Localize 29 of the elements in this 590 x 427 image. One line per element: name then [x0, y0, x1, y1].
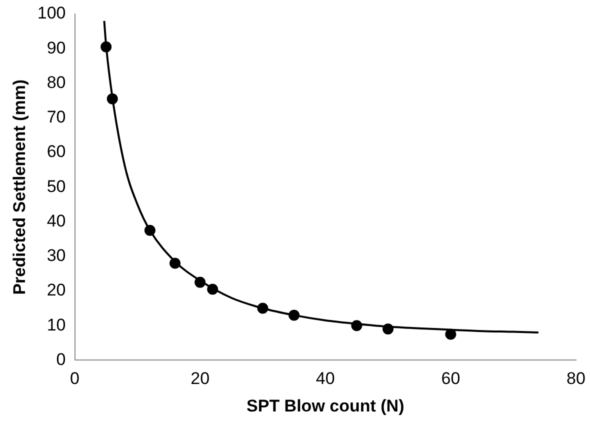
y-tick-label: 60: [46, 142, 66, 162]
y-tick-label: 30: [46, 246, 66, 266]
x-tick-label: 60: [441, 369, 460, 388]
point: [144, 224, 156, 236]
y-tick-label: 20: [46, 280, 66, 300]
y-tick-label: 100: [37, 4, 66, 23]
point: [382, 324, 394, 335]
x-tick-label: 0: [70, 369, 80, 388]
x-axis-title: SPT Blow count (N): [246, 396, 404, 416]
x-tick-label: 80: [566, 369, 586, 388]
point: [445, 328, 456, 340]
y-tick-label: 70: [46, 108, 66, 127]
point: [351, 320, 362, 332]
point: [194, 276, 206, 288]
point: [207, 284, 218, 295]
y-tick-label: 50: [46, 176, 66, 196]
y-tick-label: 0: [56, 350, 66, 369]
point: [170, 258, 181, 269]
y-axis-title: Predicted Settlement (mm): [10, 79, 29, 295]
x-tick-label: 40: [316, 369, 335, 388]
point: [288, 310, 300, 321]
point: [257, 302, 268, 314]
point: [100, 41, 112, 52]
y-tick-label: 40: [46, 211, 66, 230]
point: [106, 93, 118, 104]
y-tick-label: 90: [46, 38, 66, 58]
y-tick-label: 10: [46, 315, 66, 334]
y-tick-label: 80: [46, 72, 66, 92]
x-tick-label: 20: [190, 369, 210, 388]
